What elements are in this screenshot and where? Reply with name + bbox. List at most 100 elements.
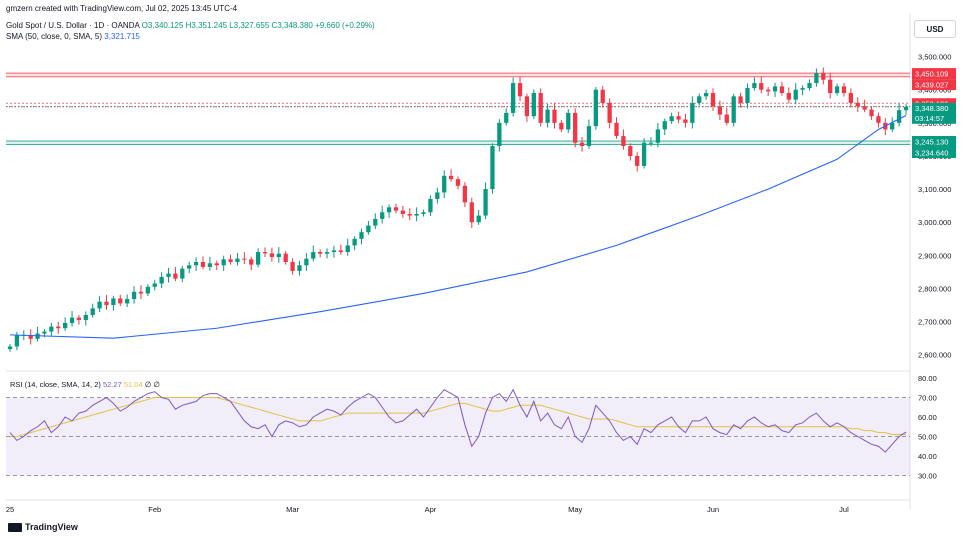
candle-body — [628, 146, 633, 156]
level-label: 3,245.130 — [915, 138, 948, 147]
candle-body — [586, 126, 592, 147]
candle-body — [242, 258, 247, 260]
level-label-bg — [912, 109, 956, 121]
rsi-label: RSI (14, close, SMA, 14, 2) — [10, 380, 101, 389]
candle-body — [373, 218, 378, 226]
price-tick-label: 2,700.000 — [918, 318, 951, 327]
support-zone — [6, 141, 910, 145]
price-tick-label: 3,400.000 — [918, 86, 951, 95]
candle-body — [641, 142, 647, 166]
price-tick-label: 3,500.000 — [918, 53, 951, 62]
candle-body — [104, 301, 109, 306]
candle-body — [69, 317, 75, 323]
candle-body — [345, 245, 350, 253]
candle-body — [731, 96, 736, 123]
candle-body — [779, 86, 785, 94]
candle-body — [683, 119, 688, 123]
rsi-tick-label: 40.00 — [918, 452, 937, 461]
time-tick-label: 25 — [6, 505, 14, 514]
price-tick-label: 3,100.000 — [918, 185, 951, 194]
price-tick-label: 3,000.000 — [918, 218, 951, 227]
candle-body — [573, 112, 578, 143]
level-label: 3,234.640 — [915, 149, 948, 158]
candle-body — [118, 298, 123, 304]
rsi-tick-label: 50.00 — [918, 433, 937, 442]
candle-body — [834, 86, 840, 94]
time-tick-label: Feb — [148, 505, 161, 514]
currency-button[interactable]: USD — [914, 20, 956, 38]
level-label-bg — [912, 79, 956, 91]
candle-body — [63, 322, 68, 329]
price-tick-label: 3,300.000 — [918, 119, 951, 128]
candle-body — [359, 232, 364, 239]
candle-body — [173, 273, 178, 279]
tradingview-brand: TradingView — [8, 522, 78, 532]
candle-body — [710, 93, 716, 107]
candle-body — [724, 114, 729, 123]
candle-body — [166, 273, 171, 277]
candle-body — [614, 122, 619, 137]
candle-body — [524, 96, 530, 117]
candle-body — [207, 263, 213, 267]
candle-body — [152, 283, 157, 287]
candle-body — [883, 122, 888, 130]
candle-body — [676, 116, 681, 120]
candle-body — [421, 212, 426, 214]
price-axis[interactable]: 3,500.000 3,400.000 3,300.000 3,200.000 3,10… — [912, 53, 956, 481]
candle-body — [42, 331, 47, 334]
candle-body — [697, 96, 702, 103]
candle-body — [703, 93, 709, 97]
candle-body — [131, 291, 137, 300]
last-price-bg — [912, 102, 956, 124]
rsi-ma-line — [10, 397, 907, 437]
candle-body — [455, 179, 461, 186]
candle-body — [442, 175, 447, 193]
level-label-bg — [912, 68, 956, 80]
candle-body — [428, 199, 433, 213]
ohlc-values: O3,340.125 H3,351.245 L3,327.655 C3,348.… — [141, 21, 375, 30]
candle-body — [249, 259, 254, 265]
candle-body — [35, 333, 40, 339]
symbol-line: Gold Spot / U.S. Dollar · 1D · OANDA O3,… — [6, 21, 375, 31]
candle-body — [228, 259, 233, 262]
level-label: 3,349.077 — [915, 111, 948, 120]
candle-body — [90, 308, 95, 315]
candle-body — [352, 238, 357, 246]
time-tick-label: Jun — [707, 505, 719, 514]
price-tick-label: 2,600.000 — [918, 351, 951, 360]
candle-body — [504, 112, 509, 123]
candle-body — [538, 93, 543, 123]
level-label-bg — [912, 136, 956, 148]
candle-body — [21, 334, 26, 336]
price-tick-label: 2,800.000 — [918, 284, 951, 293]
candle-body — [187, 265, 192, 269]
candle-body — [655, 129, 661, 143]
candle-body — [469, 202, 474, 223]
rsi-tick-label: 30.00 — [918, 472, 937, 481]
sma-legend[interactable]: SMA (50, close, 0, SMA, 5) 3,321.715 — [6, 32, 140, 42]
candle-body — [635, 155, 640, 166]
symbol-name[interactable]: Gold Spot / U.S. Dollar · 1D · OANDA — [6, 21, 140, 30]
rsi-tick-label: 70.00 — [918, 394, 937, 403]
candle-body — [607, 102, 612, 123]
candle-body — [180, 268, 185, 279]
price-tick-label: 3,200.000 — [918, 152, 951, 161]
candle-body — [318, 252, 323, 254]
candle-body — [648, 142, 654, 144]
candle-body — [821, 73, 826, 80]
level-label-bg — [912, 147, 956, 159]
candle-body — [338, 250, 343, 253]
candle-body — [483, 189, 488, 216]
level-label-bg — [912, 98, 956, 110]
rsi-legend[interactable]: RSI (14, close, SMA, 14, 2) 52.27 51.04 … — [10, 380, 160, 389]
candle-body — [304, 258, 309, 266]
candle-body — [896, 110, 902, 123]
candles — [6, 67, 910, 352]
candle-body — [738, 96, 743, 103]
rsi-value: 52.27 — [102, 380, 122, 389]
candle-body — [407, 213, 412, 216]
candle-body — [745, 88, 750, 103]
sma-label: SMA (50, close, 0, SMA, 5) — [6, 32, 103, 41]
time-axis[interactable]: 25 Feb Mar Apr May Jun Jul — [6, 505, 849, 514]
